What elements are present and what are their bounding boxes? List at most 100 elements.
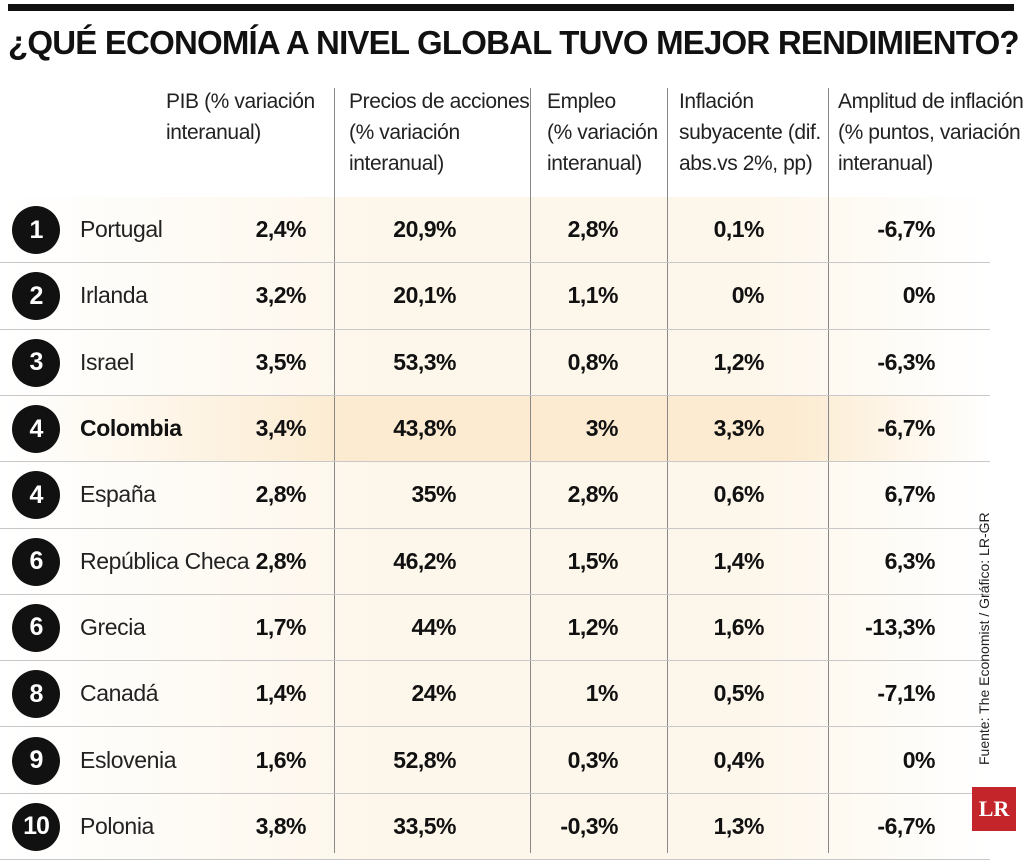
column-header-line: interanual): [349, 152, 444, 175]
cell-value-empleo: -0,3%: [560, 812, 618, 839]
row-bg: [0, 594, 990, 662]
lr-logo: LR: [972, 787, 1016, 831]
column-header-line: Inflación: [679, 90, 754, 113]
column-header-line: subyacente (dif.: [679, 121, 821, 144]
cell-value-amplitud: -7,1%: [877, 680, 935, 707]
cell-value-amplitud: -6,7%: [877, 812, 935, 839]
rank-badge: 4: [12, 471, 60, 520]
column-header-pib: PIB (% variación interanual): [166, 86, 315, 148]
row-bg: [0, 263, 990, 330]
column-header-line: interanual): [166, 121, 261, 144]
cell-value-inflacion: 0,1%: [713, 216, 765, 243]
column-header-line: interanual): [547, 152, 642, 175]
rank-badge: 9: [12, 736, 60, 785]
cell-value-empleo: 0,8%: [567, 348, 619, 375]
column-header-line: Amplitud de inflación: [838, 90, 1024, 113]
cell-value-acciones: 53,3%: [393, 348, 456, 375]
row-bg: [0, 329, 990, 396]
cell-value-pib: 1,7%: [255, 613, 307, 640]
cell-value-pib: 3,5%: [255, 348, 307, 375]
cell-value-acciones: 43,8%: [393, 415, 456, 442]
cell-value-empleo: 2,8%: [567, 216, 619, 243]
cell-value-inflacion: 3,3%: [713, 415, 765, 442]
rank-badge: 2: [12, 272, 60, 321]
cell-value-amplitud: -6,7%: [877, 216, 935, 243]
cell-value-amplitud: 0%: [902, 282, 936, 309]
country-name: España: [80, 481, 156, 508]
rank-badge: 6: [12, 603, 60, 652]
cell-value-amplitud: -13,3%: [865, 613, 935, 640]
country-name: Portugal: [80, 216, 163, 243]
cell-value-inflacion: 0%: [731, 282, 765, 309]
column-header-empleo: Empleo (% variación interanual): [547, 86, 658, 179]
cell-value-pib: 3,4%: [255, 415, 307, 442]
country-name: Polonia: [80, 812, 154, 839]
country-name: República Checa: [80, 547, 250, 574]
cell-value-pib: 3,2%: [255, 282, 307, 309]
column-header-inflacion: Inflación subyacente (dif. abs.vs 2%, pp): [679, 86, 821, 179]
column-divider: [667, 88, 668, 853]
column-header-line: interanual): [838, 152, 933, 175]
rank-badge: 3: [12, 338, 60, 387]
rank-badge: 10: [12, 802, 60, 851]
row-divider: [0, 660, 990, 662]
cell-value-amplitud: -6,7%: [877, 415, 935, 442]
source-credit: Fuente: The Economist / Gráfico: LR-GR: [976, 512, 992, 765]
row-divider: [0, 593, 990, 595]
cell-value-amplitud: 6,7%: [884, 481, 936, 508]
cell-value-inflacion: 1,6%: [713, 613, 765, 640]
cell-value-amplitud: 6,3%: [884, 547, 936, 574]
column-header-amplitud: Amplitud de inflación (% puntos, variació…: [838, 86, 1024, 179]
country-name: Colombia: [80, 415, 182, 442]
cell-value-pib: 3,8%: [255, 812, 307, 839]
cell-value-inflacion: 0,6%: [713, 481, 765, 508]
country-name: Grecia: [80, 613, 146, 640]
row-divider: [0, 461, 990, 463]
column-divider: [530, 88, 531, 853]
cell-value-acciones: 20,1%: [393, 282, 456, 309]
country-name: Irlanda: [80, 282, 148, 309]
row-divider: [0, 328, 990, 330]
cell-value-pib: 2,8%: [255, 481, 307, 508]
cell-value-acciones: 20,9%: [393, 216, 456, 243]
column-header-line: (% variación: [349, 121, 460, 144]
rank-badge: 8: [12, 670, 60, 719]
top-rule: [8, 4, 1014, 11]
row-divider: [0, 527, 990, 529]
column-header-line: Precios de acciones: [349, 90, 530, 113]
cell-value-amplitud: -6,3%: [877, 348, 935, 375]
cell-value-empleo: 1,1%: [567, 282, 619, 309]
page-title: ¿QUÉ ECONOMÍA A NIVEL GLOBAL TUVO MEJOR …: [8, 24, 1020, 61]
row-bg: [0, 462, 990, 529]
cell-value-pib: 1,4%: [255, 680, 307, 707]
row-bg: [0, 661, 990, 728]
cell-value-empleo: 1,2%: [567, 613, 619, 640]
cell-value-pib: 2,8%: [255, 547, 307, 574]
cell-value-pib: 2,4%: [255, 216, 307, 243]
row-bg: [0, 727, 990, 794]
country-name: Israel: [80, 348, 134, 375]
cell-value-amplitud: 0%: [902, 746, 936, 773]
column-header-line: (% puntos, variación: [838, 121, 1021, 144]
cell-value-inflacion: 0,4%: [713, 746, 765, 773]
column-divider: [828, 88, 829, 853]
cell-value-empleo: 1,5%: [567, 547, 619, 574]
cell-value-empleo: 1%: [585, 680, 619, 707]
cell-value-inflacion: 1,2%: [713, 348, 765, 375]
column-header-line: Empleo: [547, 90, 616, 113]
column-header-line: PIB (% variación: [166, 90, 315, 113]
rank-badge: 1: [12, 206, 60, 255]
row-divider: [0, 726, 990, 728]
highlight-row-bg: [0, 395, 990, 463]
cell-value-acciones: 24%: [411, 680, 456, 707]
row-divider: [0, 394, 990, 396]
rank-badge: 4: [12, 405, 60, 454]
column-header-line: (% variación: [547, 121, 658, 144]
cell-value-inflacion: 0,5%: [713, 680, 765, 707]
column-header-line: abs.vs 2%, pp): [679, 152, 813, 175]
column-header-acciones: Precios de acciones (% variación interanua…: [349, 86, 530, 179]
row-divider: [0, 792, 990, 794]
column-divider: [334, 88, 335, 853]
cell-value-empleo: 2,8%: [567, 481, 619, 508]
row-divider: [0, 262, 990, 264]
